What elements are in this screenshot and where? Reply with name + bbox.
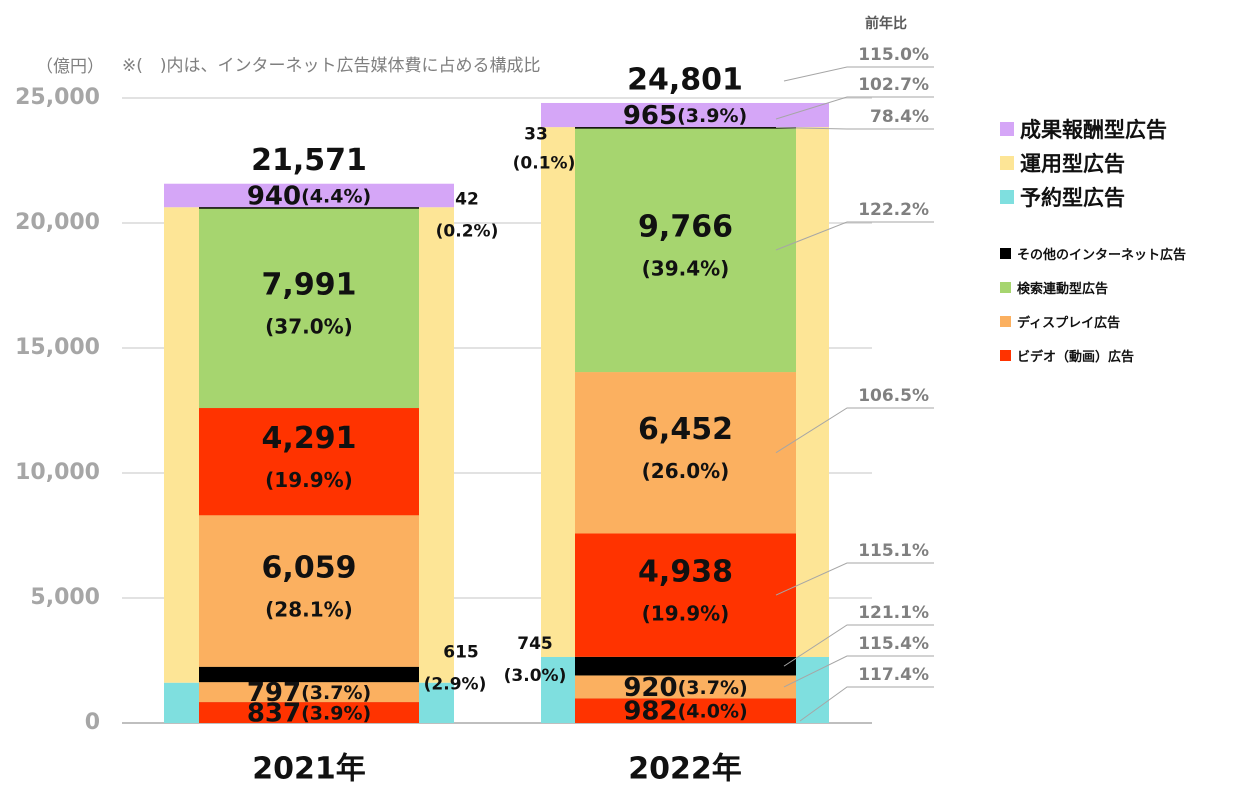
legend-label-search: 検索連動型広告 [1017,281,1109,297]
legend-label-performance: 成果報酬型広告 [1020,118,1167,142]
data-label: 6,452 [638,412,733,447]
yoy-leader-line [799,686,934,722]
note-text: ※( )内は、インターネット広告媒体費に占める構成比 [122,56,541,76]
unit-label: （億円） [36,57,104,77]
yoy-label: 78.4% [870,107,929,127]
data-label: 33 [524,125,548,145]
y-tick-label: 20,000 [15,210,100,235]
yoy-leader-line [775,407,934,454]
bar-segment-display [575,372,796,534]
yoy-leader-line [775,221,934,251]
legend-item-other-internet: その他のインターネット広告 [1000,236,1250,270]
bar-segment-display [575,675,796,699]
yoy-leader-line [783,66,934,82]
y-tick-label: 0 [85,710,100,735]
legend-item-video: ビデオ（動画）広告 [1000,338,1250,372]
category-label: 2022年 [628,752,742,787]
y-tick-label: 15,000 [15,335,100,360]
legend-item-operational: 運用型広告 [1000,146,1250,180]
data-label: 920(3.7%) [623,672,747,702]
performance-label: 965(3.9%) [623,101,747,131]
legend-swatch-other-internet [1000,247,1011,259]
bar-segment-other-internet [575,656,796,676]
bar-performance [164,183,454,208]
bar-segment-other-internet [199,207,419,209]
legend: 成果報酬型広告 運用型広告 予約型広告 その他のインターネット広告 検索連動型広… [1000,112,1250,372]
y-tick-label: 5,000 [30,585,100,610]
data-label-pct: (19.9%) [642,602,730,626]
y-tick-label: 10,000 [15,460,100,485]
data-label: 7,991 [262,268,357,303]
data-label: 4,938 [638,555,733,590]
bar-segment-display [199,515,419,667]
performance-label: 940(4.4%) [247,181,371,211]
data-label: 615 [443,642,479,662]
bar-segment-display [199,682,419,703]
legend-swatch-performance [1000,122,1014,136]
data-label-pct: (3.0%) [504,666,567,686]
legend-swatch-reserved [1000,190,1014,204]
yoy-leader-line [783,624,934,667]
category-label: 2021年 [252,752,366,787]
bar-segment-other-internet [575,127,796,129]
yoy-label: 117.4% [858,665,929,685]
bar-segment-video [575,698,796,723]
yoy-leader-line [775,96,934,120]
data-label: 42 [455,190,479,210]
data-label: 745 [517,634,553,654]
total-label: 24,801 [627,62,743,97]
yoy-label: 115.4% [858,634,929,654]
yoy-label: 121.1% [858,603,929,623]
yoy-label: 102.7% [858,75,929,95]
legend-label-reserved: 予約型広告 [1020,186,1125,210]
data-label-pct: (2.9%) [424,674,487,694]
legend-swatch-search [1000,281,1011,293]
yoy-leader-line [775,562,934,596]
total-label: 21,571 [251,143,367,178]
data-label: 9,766 [638,210,733,245]
bar-segment-video [575,533,796,657]
legend-item-reserved: 予約型広告 [1000,180,1250,214]
legend-swatch-video [1000,349,1011,361]
legend-item-performance: 成果報酬型広告 [1000,112,1250,146]
legend-swatch-display [1000,315,1011,327]
bar-segment-search [575,127,796,373]
data-label-pct: (0.2%) [436,222,499,242]
y-tick-label: 25,000 [15,85,100,110]
legend-label-operational: 運用型広告 [1020,152,1125,176]
yoy-label: 122.2% [858,200,929,220]
data-label: 4,291 [262,421,357,456]
data-label-pct: (0.1%) [513,154,576,174]
data-label-pct: (39.4%) [642,257,730,281]
data-label-pct: (28.1%) [265,598,353,622]
bar-segment-search [199,208,419,409]
legend-item-display: ディスプレイ広告 [1000,304,1250,338]
yoy-label: 115.0% [858,45,929,65]
data-label: 982(4.0%) [623,696,747,726]
data-label: 797(3.7%) [247,678,371,708]
bar-performance [541,102,829,128]
data-label: 6,059 [262,551,357,586]
data-label-pct: (37.0%) [265,315,353,339]
legend-swatch-operational [1000,156,1014,170]
yoy-leader-line [783,655,934,688]
yoy-header: 前年比 [865,15,907,32]
bar-segment-video [199,702,419,723]
bar-segment-video [199,408,419,516]
yoy-label: 115.1% [858,541,929,561]
yoy-leader-line [775,127,934,130]
legend-label-video: ビデオ（動画）広告 [1017,349,1135,365]
legend-item-search: 検索連動型広告 [1000,270,1250,304]
data-label-pct: (19.9%) [265,468,353,492]
bar-segment-other-internet [199,666,419,683]
data-label: 837(3.9%) [247,698,371,728]
yoy-label: 106.5% [858,386,929,406]
legend-label-other-internet: その他のインターネット広告 [1017,247,1187,263]
legend-label-display: ディスプレイ広告 [1017,315,1121,331]
data-label-pct: (26.0%) [642,459,730,483]
